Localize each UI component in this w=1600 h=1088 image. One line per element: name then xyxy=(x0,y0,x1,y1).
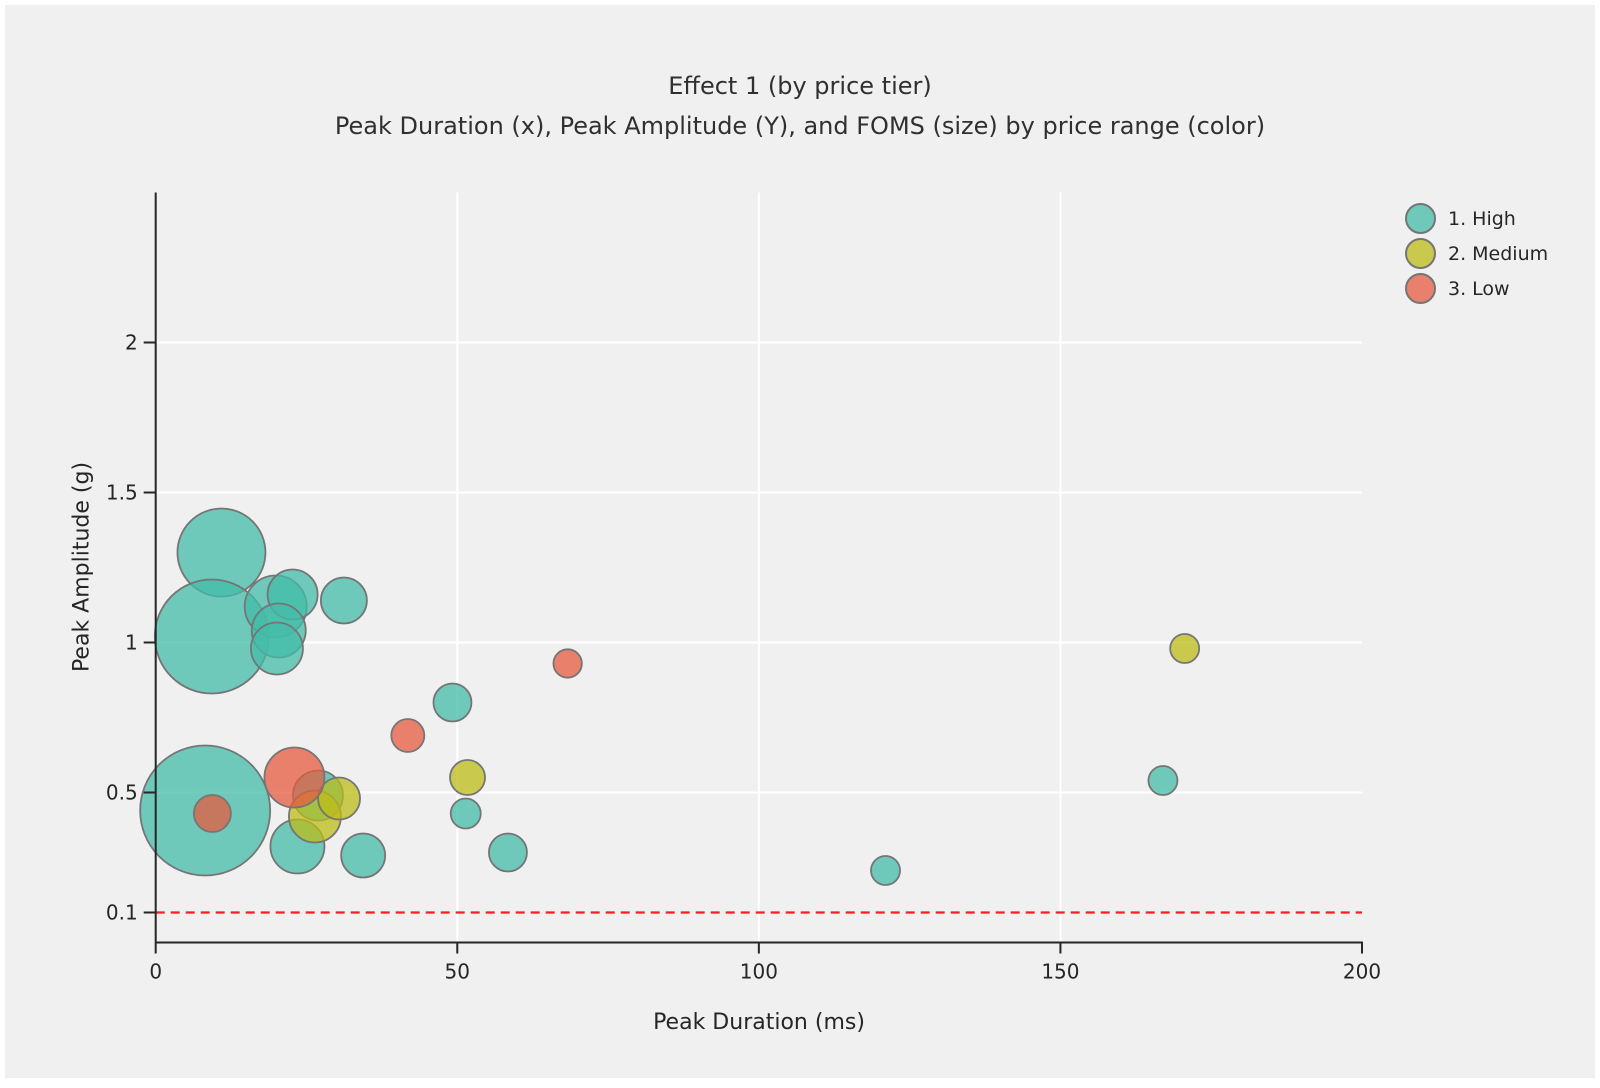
x-tick-label: 100 xyxy=(740,960,778,984)
y-tick-label: 1 xyxy=(125,631,138,655)
legend-label-low: 3. Low xyxy=(1448,277,1510,300)
bubble-high xyxy=(250,621,304,676)
legend-label-medium: 2. Medium xyxy=(1448,242,1549,265)
x-tick-label: 0 xyxy=(149,960,162,984)
y-tick-label: 2 xyxy=(125,331,138,355)
bubble-high xyxy=(870,855,901,886)
x-tick-label: 200 xyxy=(1343,960,1381,984)
bubble-low xyxy=(192,794,232,833)
bubble-low xyxy=(390,718,426,753)
bubble-high xyxy=(488,832,528,873)
y-tick-label: 1.5 xyxy=(106,481,138,505)
y-tick-label: 0.1 xyxy=(106,901,138,925)
bubble-medium xyxy=(317,776,361,821)
bubble-medium xyxy=(449,759,486,796)
legend-swatch-low-icon xyxy=(1405,273,1436,304)
chart-title: Effect 1 (by price tier) xyxy=(668,72,932,100)
legend-item-high: 1. High xyxy=(1405,201,1548,236)
bubble-high xyxy=(340,832,387,879)
x-tick-label: 150 xyxy=(1041,960,1079,984)
legend: 1. High 2. Medium 3. Low xyxy=(1405,201,1548,306)
bubble-low xyxy=(552,648,583,679)
legend-item-medium: 2. Medium xyxy=(1405,236,1548,271)
bubble-low xyxy=(263,746,326,809)
legend-swatch-medium-icon xyxy=(1405,238,1436,269)
chart-subtitle: Peak Duration (x), Peak Amplitude (Y), a… xyxy=(334,112,1266,140)
x-axis-label: Peak Duration (ms) xyxy=(653,1010,865,1035)
legend-label-high: 1. High xyxy=(1448,207,1516,230)
legend-swatch-high-icon xyxy=(1405,203,1436,234)
bubble-high xyxy=(319,576,368,625)
y-axis-label: Peak Amplitude (g) xyxy=(69,461,95,673)
x-tick-label: 50 xyxy=(445,960,470,984)
bubble-high xyxy=(432,682,473,723)
bubble-medium xyxy=(1169,633,1201,664)
y-tick-label: 0.5 xyxy=(106,781,138,805)
legend-item-low: 3. Low xyxy=(1405,271,1548,306)
bubble-high xyxy=(449,797,482,830)
figure-canvas: Effect 1 (by price tier) Peak Duration (… xyxy=(5,5,1595,1078)
bubble-high xyxy=(1147,765,1179,796)
plot-area: 0 50 100 150 200 0.1 0.5 1 1.5 2 xyxy=(106,192,1381,984)
